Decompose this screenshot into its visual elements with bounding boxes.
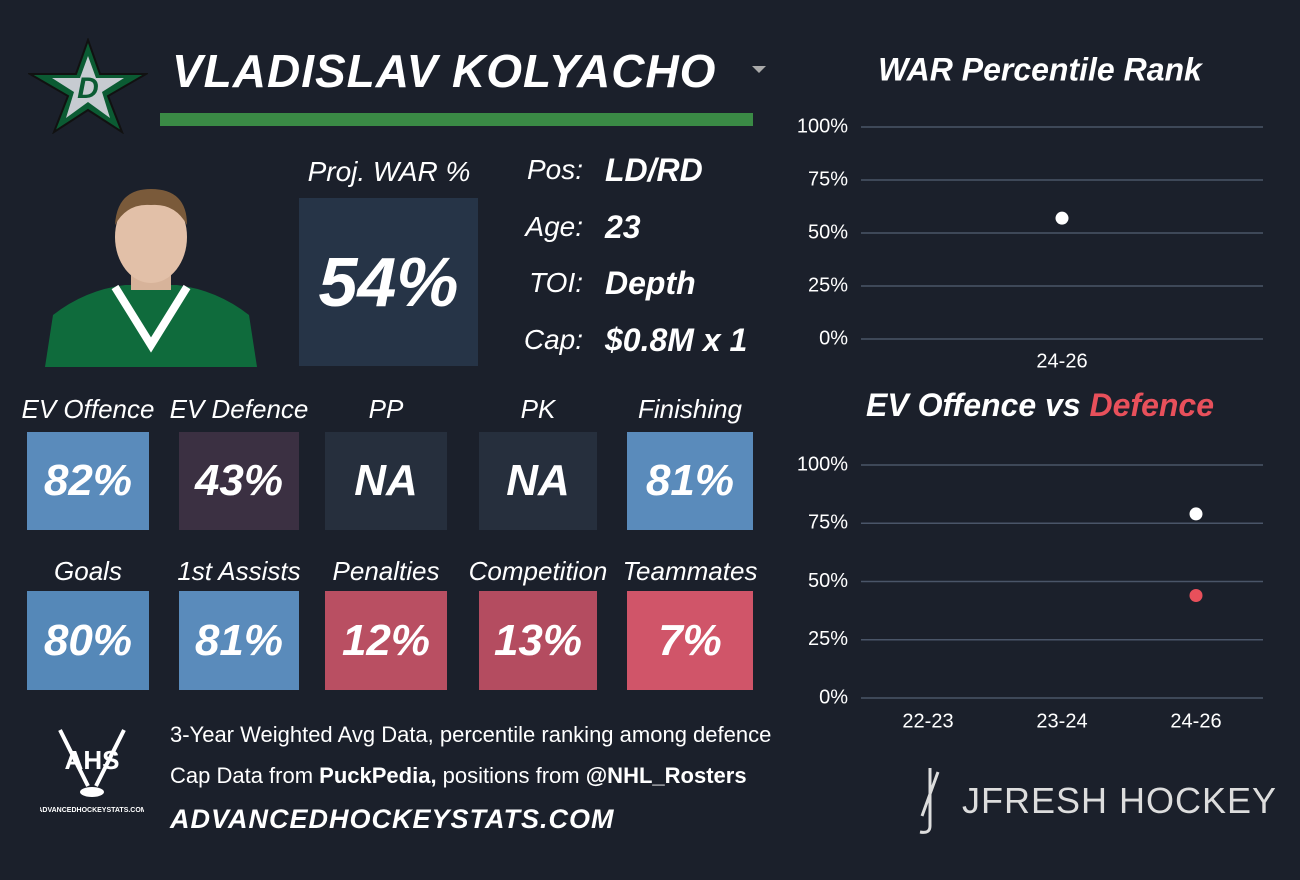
tile-label: Teammates	[622, 556, 758, 586]
note-line: Cap Data from PuckPedia, positions from …	[170, 763, 747, 789]
war-value: 54%	[299, 198, 478, 366]
site-link[interactable]: ADVANCEDHOCKEYSTATS.COM	[170, 804, 615, 834]
note-line: 3-Year Weighted Avg Data, percentile ran…	[170, 722, 772, 747]
tile-value: 12%	[325, 591, 447, 690]
y-tick-label: 25%	[808, 274, 848, 296]
tile-value: 80%	[27, 591, 149, 690]
ahs-logo: AHS ADVANCEDHOCKEYSTATS.COM	[40, 729, 144, 814]
tile-value: 13%	[479, 591, 597, 690]
info-value: 23	[605, 208, 641, 245]
dropdown-arrow[interactable]	[750, 64, 768, 76]
info-value: Depth	[605, 265, 696, 301]
brand-icon	[919, 768, 940, 834]
info-label: Cap:	[523, 323, 583, 355]
tile-label: PP	[368, 394, 404, 424]
info-value: LD/RD	[605, 152, 703, 188]
tile-label: Competition	[468, 556, 608, 586]
tile-label: EV Offence	[21, 394, 155, 424]
note-text: Cap Data from	[170, 763, 320, 788]
team-bar	[160, 113, 753, 126]
dot	[1189, 588, 1203, 602]
y-tick-label: 50%	[808, 570, 848, 592]
brand: JFRESH HOCKEY	[962, 780, 1278, 821]
y-tick-label: 100%	[797, 115, 848, 137]
info-label: TOI:	[529, 267, 583, 298]
title-part: EV Offence vs	[866, 387, 1090, 423]
info-label: Age:	[525, 210, 583, 242]
chart-title: EV Offence vs Defence	[866, 387, 1214, 423]
svg-text:D: D	[77, 72, 99, 105]
x-tick-label: 22-23	[902, 710, 953, 732]
logo-subtext: ADVANCEDHOCKEYSTATS.COM	[40, 807, 144, 814]
x-tick-label: 24-26	[1036, 350, 1087, 372]
tile-value: 81%	[627, 432, 753, 530]
y-tick-label: 75%	[808, 512, 848, 534]
tile-value: 81%	[179, 591, 299, 690]
player-photo	[45, 189, 257, 367]
x-tick-label: 24-26	[1170, 710, 1221, 732]
tile-value: 82%	[27, 432, 149, 530]
team-logo: D	[28, 38, 148, 134]
note-text: positions from	[436, 763, 586, 788]
tile-label: Penalties	[332, 556, 440, 586]
tile-label: Finishing	[637, 394, 743, 424]
y-tick-label: 25%	[808, 628, 848, 650]
info-value: $0.8M x 1	[605, 321, 748, 358]
title-part: Defence	[1090, 387, 1215, 423]
y-tick-label: 75%	[808, 168, 848, 190]
x-tick-label: 23-24	[1036, 710, 1087, 732]
dot	[1189, 507, 1203, 521]
tile-label: PK	[520, 394, 556, 424]
chart-title: WAR Percentile Rank	[878, 51, 1204, 87]
tile-label: Goals	[54, 556, 122, 586]
tile-value: NA	[479, 432, 597, 530]
tile-value: 7%	[627, 591, 753, 690]
y-tick-label: 50%	[808, 221, 848, 243]
war-label: Proj. WAR %	[307, 156, 471, 187]
logo-text: AHS	[65, 745, 120, 775]
note-link[interactable]: @NHL_Rosters	[585, 763, 747, 788]
player-name[interactable]: VLADISLAV KOLYACHO	[172, 45, 717, 97]
y-tick-label: 0%	[819, 327, 848, 349]
y-tick-label: 100%	[797, 453, 848, 475]
tile-label: 1st Assists	[177, 556, 301, 586]
tile-value: NA	[325, 432, 447, 530]
y-tick-label: 0%	[819, 686, 848, 708]
tile-value: 43%	[179, 432, 299, 530]
note-link[interactable]: PuckPedia,	[319, 763, 437, 788]
dot	[1055, 211, 1069, 225]
tile-label: EV Defence	[169, 394, 309, 424]
info-label: Pos:	[526, 154, 583, 185]
